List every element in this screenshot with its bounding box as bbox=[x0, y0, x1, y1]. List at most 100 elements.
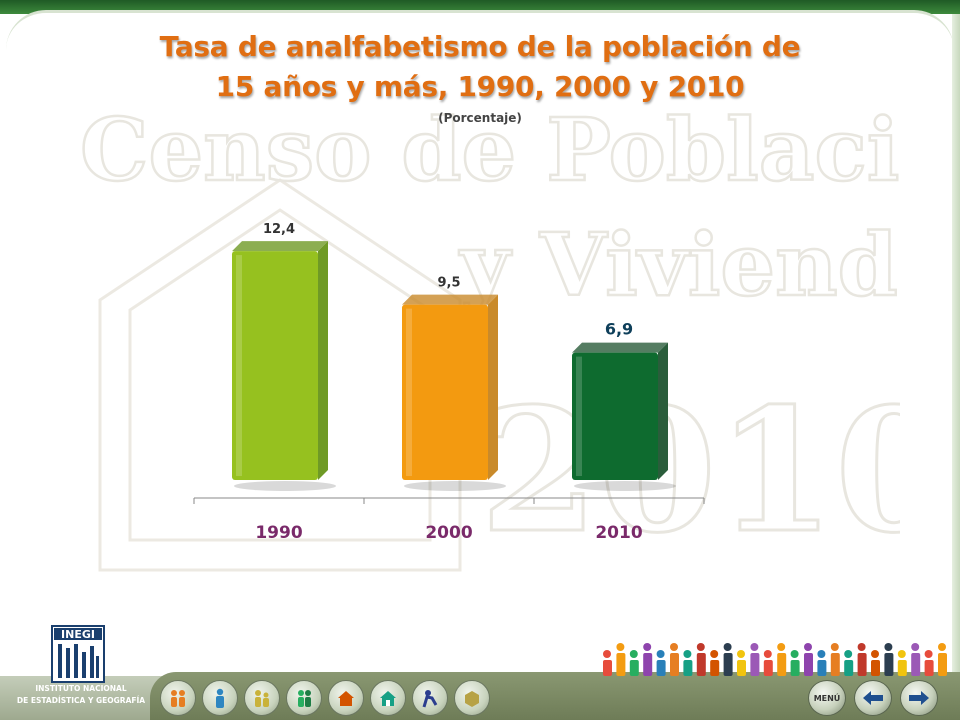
person-figure-head bbox=[670, 643, 678, 651]
person-figure-head bbox=[804, 643, 812, 651]
watermark-line1: Censo de Población bbox=[80, 100, 900, 201]
person-figure-head bbox=[871, 650, 879, 658]
person-figure-body bbox=[670, 653, 679, 676]
data-label-1990: 12,4 bbox=[263, 222, 295, 237]
box-icon[interactable] bbox=[454, 680, 490, 716]
person-figure-head bbox=[696, 643, 705, 651]
person-figure-body bbox=[683, 660, 693, 676]
person-figure-body bbox=[790, 660, 800, 676]
person-figure-head bbox=[790, 650, 799, 658]
person-figure-body bbox=[603, 660, 612, 676]
x-tick-label-1990: 1990 bbox=[255, 523, 302, 543]
topic-nav bbox=[160, 680, 490, 718]
person-figure-head bbox=[603, 650, 611, 658]
person-figure-head bbox=[911, 643, 920, 651]
person-figure-body bbox=[616, 653, 626, 676]
arrow-right-icon bbox=[909, 691, 929, 705]
chart-title-line2: 15 años y más, 1990, 2000 y 2010 bbox=[215, 70, 745, 103]
bar-top-2000 bbox=[402, 294, 498, 305]
person-figure-head bbox=[884, 643, 893, 651]
bar-side-2000 bbox=[488, 294, 498, 480]
person-figure-head bbox=[938, 643, 946, 651]
person-figure-body bbox=[737, 660, 746, 676]
bar-shadow bbox=[574, 481, 676, 491]
arrow-left-icon bbox=[863, 691, 883, 705]
person-figure-body bbox=[844, 660, 854, 676]
inegi-emblem: INEGI bbox=[51, 625, 105, 683]
worker-icon[interactable] bbox=[412, 680, 448, 716]
right-edge bbox=[952, 14, 960, 674]
person-figure-head bbox=[830, 643, 839, 651]
people-illustration bbox=[603, 643, 947, 676]
person-figure-body bbox=[857, 653, 867, 676]
inegi-logo: INEGI INSTITUTO NACIONAL DE ESTADÍSTICA … bbox=[16, 622, 156, 720]
org-name-line2: DE ESTADÍSTICA Y GEOGRAFÍA bbox=[16, 696, 146, 705]
person-figure-body bbox=[656, 660, 666, 676]
person-figure-head bbox=[924, 650, 933, 658]
person-figure-body bbox=[830, 653, 840, 676]
person-figure-body bbox=[938, 653, 947, 676]
bar-2010 bbox=[572, 352, 658, 480]
bar-top-1990 bbox=[232, 241, 328, 252]
person-figure-head bbox=[683, 650, 692, 658]
x-tick-label-2010: 2010 bbox=[595, 523, 642, 543]
person-figure-head bbox=[656, 650, 665, 658]
person-figure-head bbox=[643, 643, 652, 651]
person-figure-head bbox=[629, 650, 638, 658]
couple-icon[interactable] bbox=[286, 680, 322, 716]
slide-nav-buttons: MENÚ bbox=[808, 680, 938, 718]
org-name-line1: INSTITUTO NACIONAL bbox=[35, 684, 127, 693]
people-icon[interactable] bbox=[160, 680, 196, 716]
person-figure-head bbox=[616, 643, 625, 651]
chart-subtitle: (Porcentaje) bbox=[438, 111, 522, 125]
person-figure-body bbox=[897, 660, 907, 676]
menu-label: MENÚ bbox=[813, 693, 841, 703]
bar-2000 bbox=[402, 304, 488, 480]
house-icon[interactable] bbox=[328, 680, 364, 716]
person-icon[interactable] bbox=[202, 680, 238, 716]
bar-highlight bbox=[406, 308, 412, 476]
bar-top-2010 bbox=[572, 342, 668, 353]
person-figure-head bbox=[897, 650, 906, 658]
person-figure-body bbox=[763, 660, 773, 676]
person-figure-body bbox=[884, 653, 894, 676]
data-label-2010: 6,9 bbox=[605, 320, 633, 339]
person-figure-body bbox=[924, 660, 934, 676]
data-label-2000: 9,5 bbox=[437, 276, 460, 291]
person-figure-body bbox=[696, 653, 706, 676]
person-figure-head bbox=[723, 643, 732, 651]
bar-chart: 12,4 1990 9,5 2000 6,9 2010 bbox=[193, 222, 705, 543]
person-figure-head bbox=[844, 650, 853, 658]
watermark-line2: y Vivienda bbox=[458, 215, 900, 316]
person-figure-body bbox=[871, 660, 880, 676]
inegi-logo-text: INEGI bbox=[61, 628, 95, 641]
person-figure-head bbox=[737, 650, 745, 658]
person-figure-head bbox=[763, 650, 772, 658]
bar-highlight bbox=[576, 356, 582, 476]
bar-side-2010 bbox=[658, 342, 668, 480]
person-figure-body bbox=[643, 653, 653, 676]
person-figure-body bbox=[817, 660, 827, 676]
person-figure-body bbox=[710, 660, 720, 676]
person-figure-head bbox=[817, 650, 826, 658]
forward-button[interactable] bbox=[900, 680, 938, 716]
person-figure-body bbox=[777, 653, 787, 676]
person-figure-head bbox=[777, 643, 786, 651]
person-figure-body bbox=[750, 653, 760, 676]
person-figure-body bbox=[804, 653, 813, 676]
family-icon[interactable] bbox=[244, 680, 280, 716]
back-button[interactable] bbox=[854, 680, 892, 716]
bar-shadow bbox=[404, 481, 506, 491]
census-watermark: Censo de Población y Vivienda 2010 bbox=[79, 100, 900, 573]
x-tick-label-2000: 2000 bbox=[425, 523, 472, 543]
person-figure-head bbox=[857, 643, 866, 651]
chart-title-line1: Tasa de analfabetismo de la población de bbox=[159, 30, 801, 63]
person-figure-body bbox=[911, 653, 921, 676]
home-icon[interactable] bbox=[370, 680, 406, 716]
person-figure-body bbox=[629, 660, 639, 676]
person-figure-body bbox=[723, 653, 733, 676]
menu-button[interactable]: MENÚ bbox=[808, 680, 846, 716]
bar-shadow bbox=[234, 481, 336, 491]
watermark-line3: 2010 bbox=[480, 371, 900, 571]
person-figure-head bbox=[710, 650, 719, 658]
